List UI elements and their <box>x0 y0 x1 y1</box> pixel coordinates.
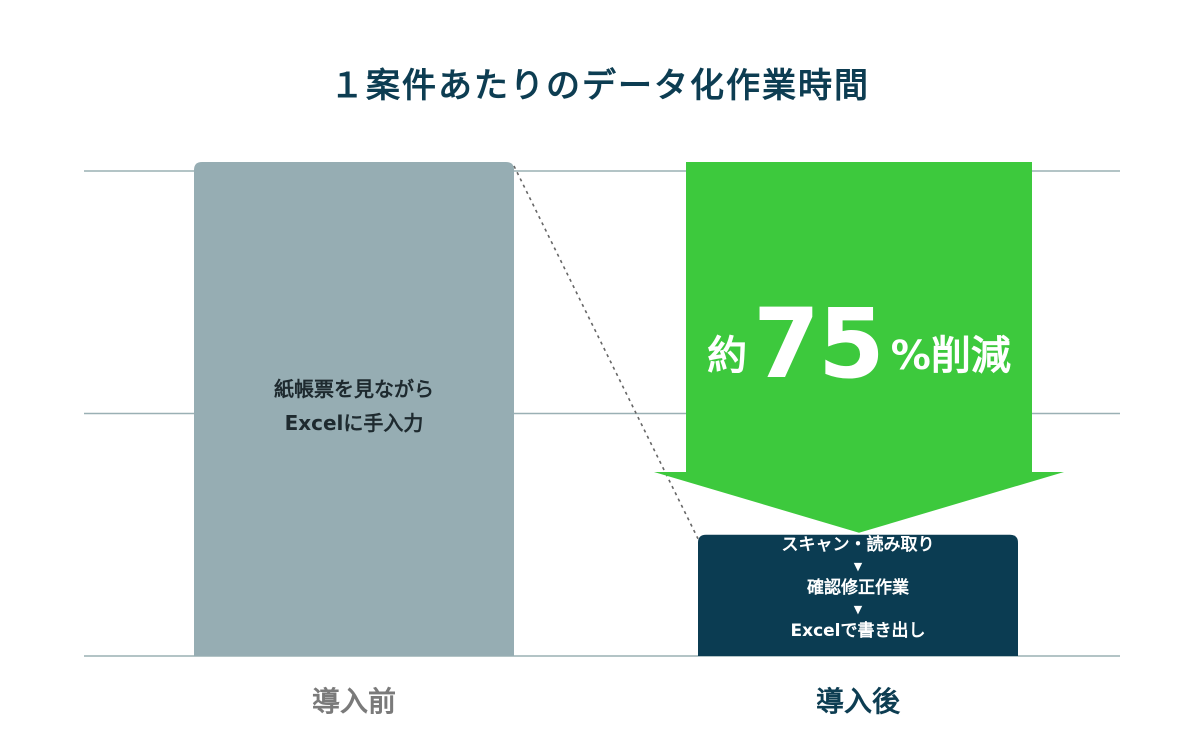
chart-title: １案件あたりのデータ化作業時間 <box>330 66 870 106</box>
bar-after <box>698 534 1018 656</box>
reduction-prefix: 約 <box>707 333 748 379</box>
reduction-annotation: 約 75 %削減 <box>686 272 1032 392</box>
step-review: 確認修正作業 <box>807 578 909 598</box>
before-bar-label-line-2: Excelに手入力 <box>284 411 424 435</box>
step-arrow-icon: ▼ <box>853 603 863 616</box>
after-bar-steps: スキャン・読み取り ▼ 確認修正作業 ▼ Excelで書き出し <box>698 534 1018 656</box>
step-scan: スキャン・読み取り <box>781 535 935 555</box>
reduction-arrow <box>654 162 1064 533</box>
step-export: Excelで書き出し <box>790 621 926 641</box>
before-bar-label: 紙帳票を見ながら Excelに手入力 <box>194 372 514 440</box>
reduction-connector-line <box>513 165 699 540</box>
x-tick-label-after: 導入後 <box>815 685 900 718</box>
step-arrow-icon: ▼ <box>853 560 863 573</box>
reduction-suffix: %削減 <box>890 333 1011 379</box>
bar-before <box>194 162 514 656</box>
reduction-value: 75 <box>753 288 885 400</box>
before-bar-label-line-1: 紙帳票を見ながら <box>274 377 434 401</box>
x-tick-label-before: 導入前 <box>311 685 396 718</box>
